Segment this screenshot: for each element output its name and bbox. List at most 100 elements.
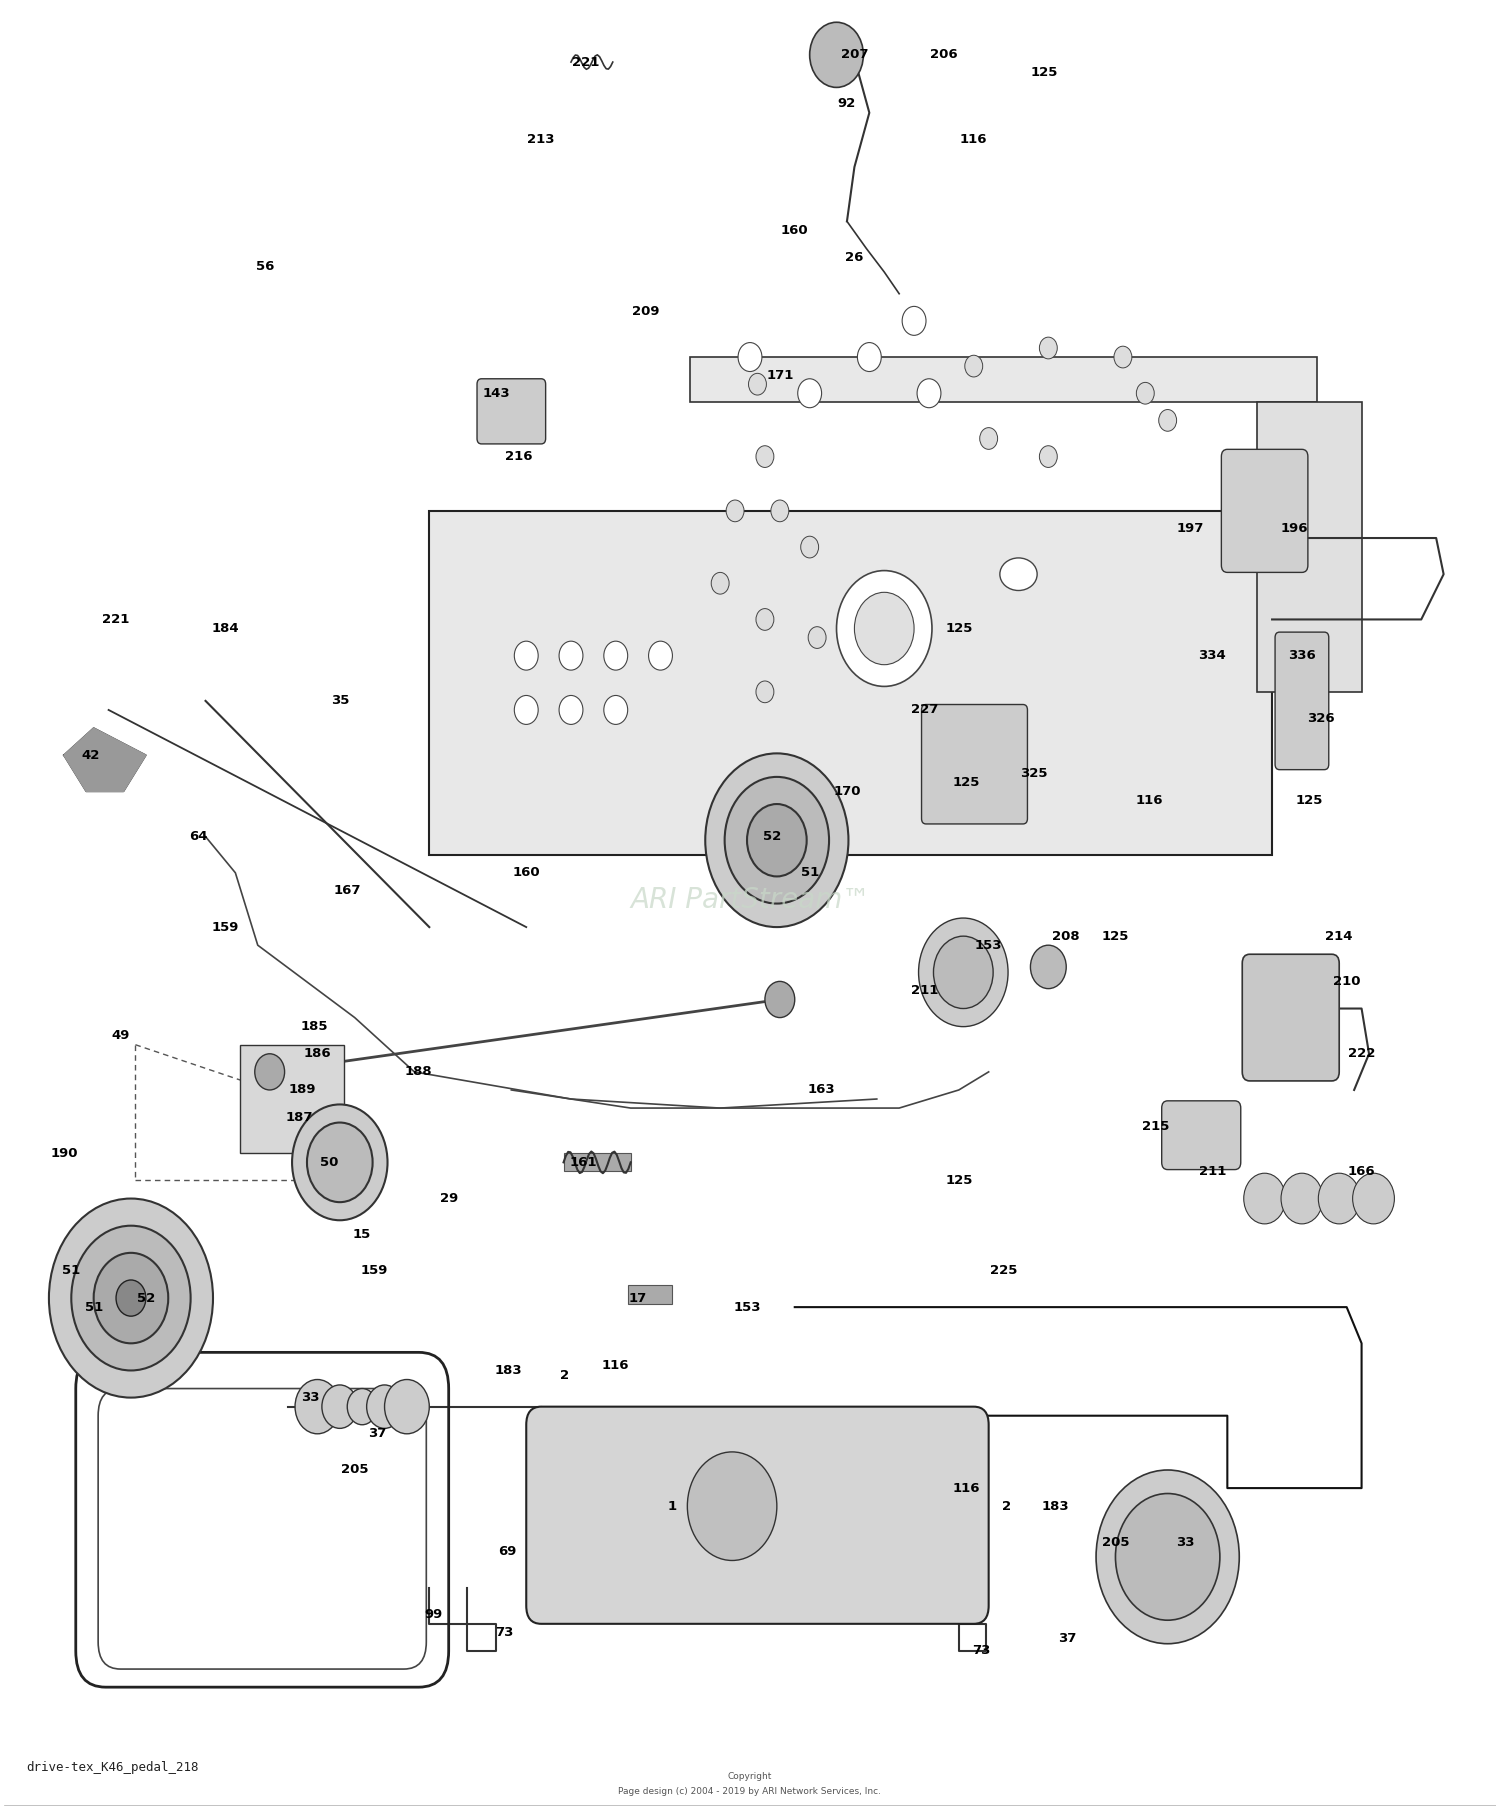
Text: 33: 33 bbox=[300, 1391, 320, 1403]
Text: 326: 326 bbox=[1308, 713, 1335, 725]
Circle shape bbox=[322, 1385, 357, 1429]
Circle shape bbox=[964, 355, 982, 376]
Circle shape bbox=[1096, 1471, 1239, 1643]
Text: 51: 51 bbox=[801, 867, 819, 880]
Text: 73: 73 bbox=[495, 1627, 513, 1640]
Text: 92: 92 bbox=[839, 96, 856, 111]
Text: 56: 56 bbox=[256, 260, 274, 273]
Text: 227: 227 bbox=[910, 704, 938, 716]
Text: 125: 125 bbox=[1296, 794, 1323, 807]
Text: 26: 26 bbox=[844, 251, 864, 264]
Text: 170: 170 bbox=[833, 785, 861, 798]
Text: 73: 73 bbox=[972, 1645, 990, 1658]
Text: ARI PartStream™: ARI PartStream™ bbox=[630, 885, 870, 914]
Circle shape bbox=[801, 536, 819, 558]
Text: 159: 159 bbox=[211, 920, 238, 934]
Circle shape bbox=[1040, 445, 1058, 467]
Text: 211: 211 bbox=[1198, 1165, 1225, 1178]
Text: 336: 336 bbox=[1288, 649, 1316, 662]
Text: 37: 37 bbox=[368, 1427, 387, 1440]
Text: 2: 2 bbox=[1002, 1500, 1011, 1513]
Circle shape bbox=[756, 445, 774, 467]
Text: 64: 64 bbox=[189, 831, 207, 844]
Text: 15: 15 bbox=[352, 1229, 372, 1242]
FancyBboxPatch shape bbox=[526, 1407, 988, 1623]
Circle shape bbox=[1137, 382, 1154, 404]
Text: 210: 210 bbox=[1334, 974, 1360, 987]
Text: 51: 51 bbox=[62, 1265, 81, 1278]
Text: 50: 50 bbox=[320, 1156, 339, 1169]
Circle shape bbox=[726, 500, 744, 522]
Circle shape bbox=[366, 1385, 402, 1429]
Circle shape bbox=[560, 696, 584, 724]
Text: 222: 222 bbox=[1348, 1047, 1376, 1060]
Text: 125: 125 bbox=[945, 1174, 972, 1187]
Text: 183: 183 bbox=[495, 1364, 522, 1376]
Text: 37: 37 bbox=[1059, 1633, 1077, 1645]
Text: 143: 143 bbox=[483, 387, 510, 400]
Circle shape bbox=[346, 1389, 376, 1425]
FancyBboxPatch shape bbox=[477, 378, 546, 444]
Text: 116: 116 bbox=[960, 133, 987, 147]
Text: 225: 225 bbox=[990, 1265, 1017, 1278]
Text: 160: 160 bbox=[782, 224, 808, 236]
Circle shape bbox=[1158, 409, 1176, 431]
Circle shape bbox=[858, 342, 882, 371]
Text: 166: 166 bbox=[1348, 1165, 1376, 1178]
Text: 167: 167 bbox=[333, 884, 362, 898]
Circle shape bbox=[933, 936, 993, 1009]
Text: 125: 125 bbox=[1030, 67, 1057, 80]
Text: 125: 125 bbox=[952, 776, 980, 789]
Text: 35: 35 bbox=[330, 694, 350, 707]
Text: 52: 52 bbox=[136, 1291, 154, 1305]
Bar bbox=[690, 356, 1317, 402]
Text: 163: 163 bbox=[808, 1084, 836, 1096]
Circle shape bbox=[756, 682, 774, 704]
Circle shape bbox=[296, 1380, 340, 1434]
Text: 185: 185 bbox=[300, 1020, 328, 1033]
Circle shape bbox=[514, 696, 538, 724]
Circle shape bbox=[72, 1225, 190, 1371]
Circle shape bbox=[711, 573, 729, 594]
Circle shape bbox=[747, 804, 807, 876]
Circle shape bbox=[808, 627, 826, 649]
Polygon shape bbox=[64, 727, 146, 791]
Text: 171: 171 bbox=[766, 369, 794, 382]
Text: 206: 206 bbox=[930, 49, 957, 62]
Text: 187: 187 bbox=[286, 1111, 314, 1124]
Text: 2: 2 bbox=[561, 1369, 570, 1382]
Text: 216: 216 bbox=[506, 451, 532, 464]
Bar bbox=[564, 1153, 630, 1171]
Text: 186: 186 bbox=[303, 1047, 332, 1060]
Text: Page design (c) 2004 - 2019 by ARI Network Services, Inc.: Page design (c) 2004 - 2019 by ARI Netwo… bbox=[618, 1787, 882, 1796]
Circle shape bbox=[1281, 1173, 1323, 1224]
Text: 207: 207 bbox=[840, 49, 868, 62]
Circle shape bbox=[724, 776, 830, 904]
Circle shape bbox=[1040, 336, 1058, 358]
Circle shape bbox=[918, 918, 1008, 1027]
Circle shape bbox=[748, 373, 766, 395]
Text: 49: 49 bbox=[111, 1029, 129, 1042]
Text: 161: 161 bbox=[568, 1156, 597, 1169]
Text: drive-tex_K46_pedal_218: drive-tex_K46_pedal_218 bbox=[27, 1762, 200, 1774]
Text: 205: 205 bbox=[340, 1463, 369, 1476]
Circle shape bbox=[810, 22, 864, 87]
Text: 184: 184 bbox=[211, 622, 238, 634]
Text: 42: 42 bbox=[81, 749, 100, 762]
Circle shape bbox=[1353, 1173, 1395, 1224]
Text: 52: 52 bbox=[764, 831, 782, 844]
Circle shape bbox=[514, 642, 538, 671]
Circle shape bbox=[604, 696, 627, 724]
Text: 183: 183 bbox=[1042, 1500, 1070, 1513]
Circle shape bbox=[648, 642, 672, 671]
Circle shape bbox=[308, 1122, 372, 1202]
Text: 160: 160 bbox=[513, 867, 540, 880]
Text: 208: 208 bbox=[1053, 929, 1080, 944]
Text: 29: 29 bbox=[440, 1193, 458, 1205]
Circle shape bbox=[560, 642, 584, 671]
Text: 209: 209 bbox=[632, 305, 660, 318]
Circle shape bbox=[604, 642, 627, 671]
Text: 153: 153 bbox=[975, 938, 1002, 951]
Text: 197: 197 bbox=[1176, 522, 1203, 536]
Text: 159: 159 bbox=[360, 1265, 388, 1278]
